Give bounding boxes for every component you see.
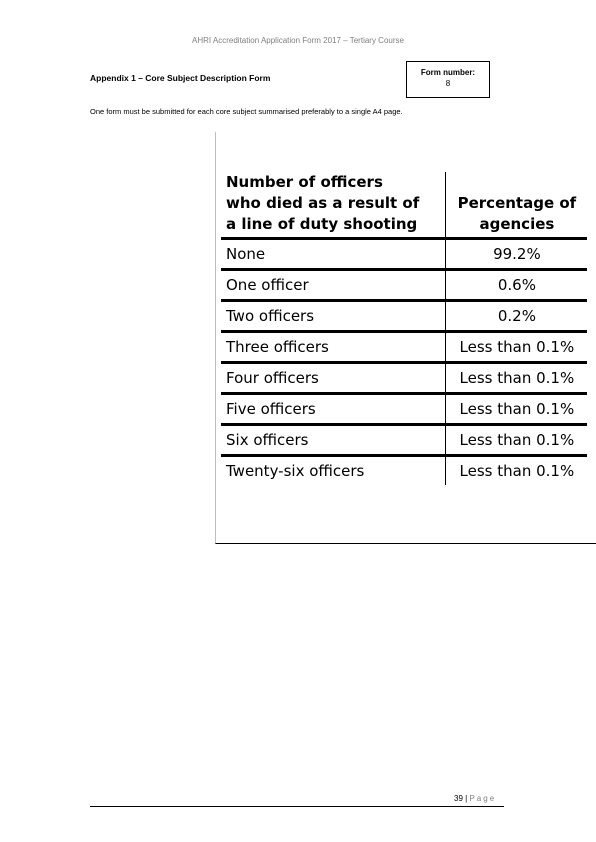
table-row: Six officers Less than 0.1% [221, 424, 587, 457]
page-label: Page [469, 794, 497, 803]
cell-officers: One officer [221, 269, 446, 302]
table-row: Four officers Less than 0.1% [221, 362, 587, 395]
cell-percentage: 0.6% [444, 269, 587, 302]
cell-officers: Two officers [221, 300, 446, 333]
cell-officers: Twenty-six officers [226, 462, 365, 480]
cell-officers: Six officers [221, 424, 446, 457]
cell-percentage: Less than 0.1% [444, 424, 587, 457]
table-row: Three officers Less than 0.1% [221, 331, 587, 364]
header-officers-line2: who died as a result of [226, 194, 420, 212]
officer-deaths-table: Number of officers who died as a result … [221, 172, 587, 485]
table-row: One officer 0.6% [221, 269, 587, 302]
form-number-box: Form number: 8 [406, 61, 490, 98]
page-separator: | [465, 794, 468, 803]
cell-percentage: Less than 0.1% [444, 455, 587, 485]
form-number-value: 8 [445, 79, 451, 88]
cell-percentage: Less than 0.1% [444, 362, 587, 395]
page-number: 39 [454, 794, 463, 803]
instruction-text: One form must be submitted for each core… [90, 107, 403, 116]
appendix-title: Appendix 1 – Core Subject Description Fo… [90, 73, 271, 83]
running-header: AHRI Accreditation Application Form 2017… [192, 36, 404, 45]
table-figure: Number of officers who died as a result … [215, 132, 596, 544]
table-header-row: Number of officers who died as a result … [221, 172, 587, 240]
header-officers-line3: a line of duty shooting [226, 215, 418, 233]
table-row: Twenty-six officers Less than 0.1% [221, 455, 587, 485]
header-percentage-line2: agencies [479, 215, 555, 233]
cell-percentage: Less than 0.1% [444, 393, 587, 426]
table-row: Five officers Less than 0.1% [221, 393, 587, 426]
table-row: Two officers 0.2% [221, 300, 587, 333]
header-officers-line1: Number of officers [226, 173, 383, 191]
form-number-label: Form number: [420, 68, 476, 77]
cell-officers: Five officers [221, 393, 446, 426]
header-percentage: Percentage of agencies [444, 172, 587, 240]
header-officers: Number of officers who died as a result … [221, 172, 446, 240]
cell-officers: Four officers [221, 362, 446, 395]
cell-officers: Three officers [221, 331, 446, 364]
table-row: None 99.2% [221, 238, 587, 271]
cell-percentage: Less than 0.1% [444, 331, 587, 364]
cell-percentage: 99.2% [444, 238, 587, 271]
header-percentage-line1: Percentage of [457, 194, 577, 212]
footer-rule [90, 806, 504, 807]
cell-officers: None [221, 238, 446, 271]
page-footer: 39 | Page [454, 794, 496, 803]
cell-percentage: 0.2% [444, 300, 587, 333]
